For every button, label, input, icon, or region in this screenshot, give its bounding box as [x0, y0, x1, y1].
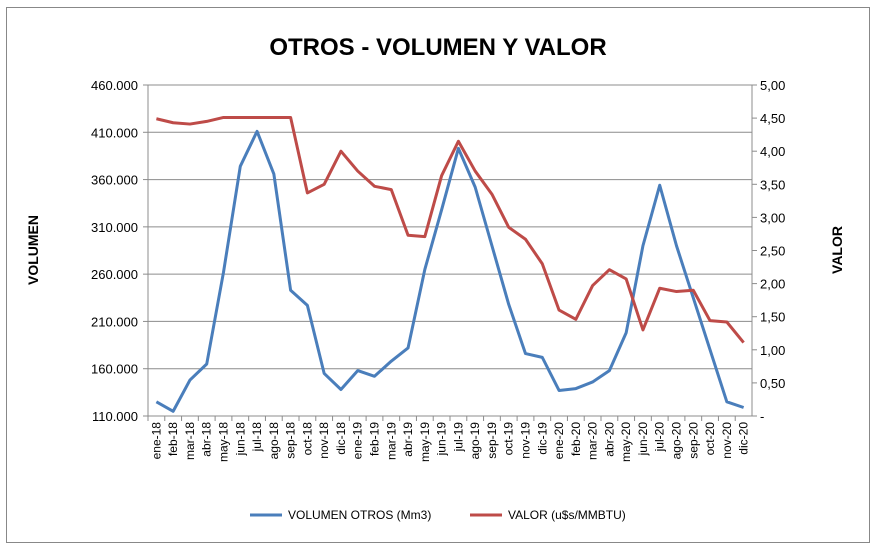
x-tick-label: oct-20 [703, 422, 717, 456]
x-tick-label: may-20 [619, 422, 633, 462]
x-tick-label: jul-18 [250, 422, 264, 453]
x-tick-label: jul-20 [653, 422, 667, 453]
legend-label-0: VOLUMEN OTROS (Mm3) [288, 508, 431, 522]
y-tick-label: 310.000 [91, 220, 138, 235]
y2-tick-label: 4,50 [760, 111, 785, 126]
x-tick-label: nov-18 [317, 422, 331, 459]
x-tick-label: ago-19 [468, 422, 482, 460]
y-tick-label: 160.000 [91, 362, 138, 377]
x-tick-label: jun-19 [435, 422, 449, 457]
x-tick-label: jul-19 [451, 422, 465, 453]
x-tick-label: sep-20 [686, 422, 700, 459]
x-tick-label: nov-20 [720, 422, 734, 459]
y2-tick-label: 2,50 [760, 244, 785, 259]
x-tick-label: oct-18 [300, 422, 314, 456]
x-tick-label: ene-19 [351, 422, 365, 460]
series-line-0 [155, 129, 745, 413]
x-tick-label: ene-20 [552, 422, 566, 460]
y-tick-label: 110.000 [92, 409, 138, 424]
y2-tick-label: 3,50 [760, 177, 785, 192]
chart-title: OTROS - VOLUMEN Y VALOR [269, 34, 606, 61]
y2-tick-label: - [760, 409, 764, 424]
x-tick-label: mar-19 [384, 422, 398, 460]
x-tick-label: mar-20 [586, 422, 600, 460]
x-tick-label: sep-18 [284, 422, 298, 459]
y2-tick-label: 2,00 [760, 277, 785, 292]
x-tick-label: feb-19 [368, 422, 382, 456]
y-tick-label: 410.000 [91, 125, 138, 140]
y-tick-label: 260.000 [91, 267, 138, 282]
x-tick-label: nov-19 [519, 422, 533, 459]
x-tick-label: dic-20 [737, 422, 751, 455]
y-tick-label: 460.000 [91, 78, 138, 93]
x-tick-label: oct-19 [502, 422, 516, 456]
x-tick-label: abr-20 [602, 422, 616, 457]
y-axis-title: VOLUMEN [25, 215, 41, 285]
chart-frame [6, 7, 870, 543]
x-tick-label: ago-20 [670, 422, 684, 460]
x-tick-label: ene-18 [149, 422, 163, 460]
x-tick-label: dic-18 [334, 422, 348, 455]
y-tick-label: 210.000 [91, 314, 138, 329]
x-tick-label: feb-18 [166, 422, 180, 456]
x-tick-label: dic-19 [535, 422, 549, 455]
series-line-1 [156, 115, 745, 344]
y2-tick-label: 3,00 [760, 210, 785, 225]
x-tick-label: abr-19 [401, 422, 415, 457]
y2-axis-title: VALOR [829, 226, 845, 274]
y2-tick-label: 0,50 [760, 376, 785, 391]
x-tick-label: ago-18 [267, 422, 281, 460]
x-tick-label: feb-20 [569, 422, 583, 456]
y2-tick-label: 1,50 [760, 310, 785, 325]
x-tick-label: jun-18 [233, 422, 247, 457]
x-tick-label: mar-18 [183, 422, 197, 460]
x-tick-label: abr-18 [200, 422, 214, 457]
y2-tick-label: 4,00 [760, 144, 785, 159]
x-tick-label: may-18 [217, 422, 231, 462]
legend-label-1: VALOR (u$s/MMBTU) [508, 508, 626, 522]
x-tick-label: may-19 [418, 422, 432, 462]
y-tick-label: 360.000 [91, 173, 138, 188]
x-tick-label: jun-20 [636, 422, 650, 457]
y2-tick-label: 5,00 [760, 78, 785, 93]
y2-tick-label: 1,00 [760, 343, 785, 358]
x-tick-label: sep-19 [485, 422, 499, 459]
